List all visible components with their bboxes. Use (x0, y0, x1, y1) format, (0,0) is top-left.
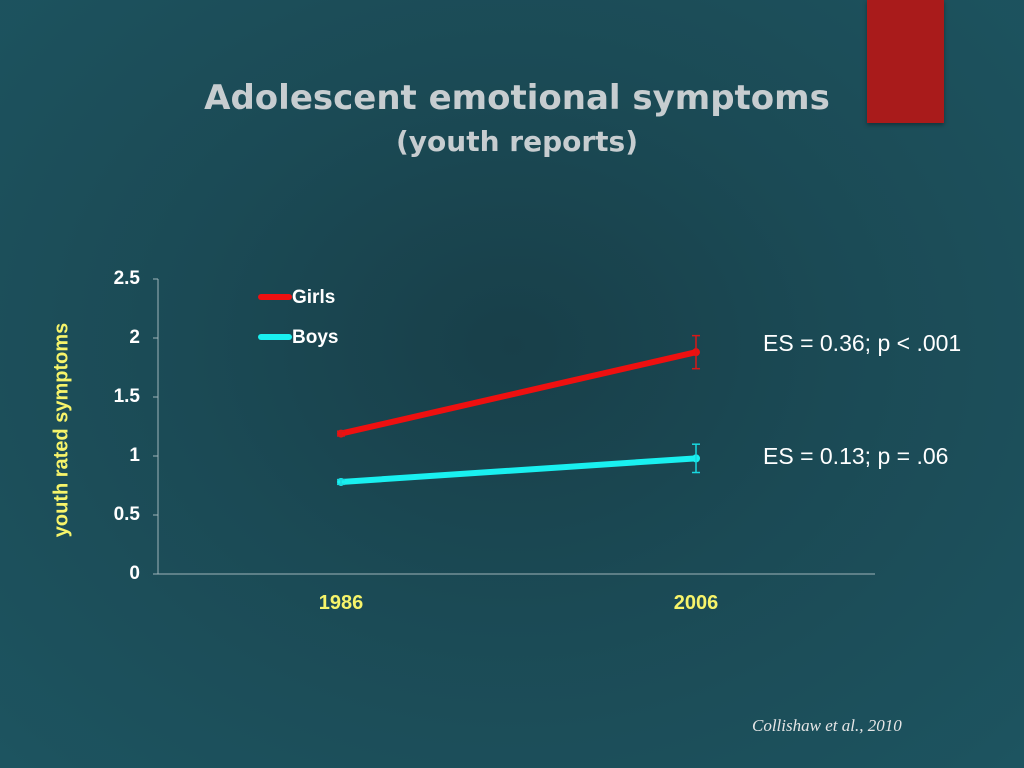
series-line-boys (338, 455, 699, 485)
y-tick-label: 0 (129, 563, 140, 584)
citation: Collishaw et al., 2010 (752, 716, 902, 735)
legend-label-boys: Boys (292, 327, 339, 348)
slide-subtitle: (youth reports) (395, 125, 639, 158)
x-tick-label: 2006 (673, 592, 719, 614)
series-line-girls (338, 349, 699, 437)
slide-title: Adolescent emotional symptoms (204, 78, 830, 118)
legend-label-girls: Girls (292, 287, 336, 308)
y-tick-label: 2 (129, 327, 140, 348)
y-tick-label: 0.5 (113, 504, 140, 525)
y-tick-label: 2.5 (113, 268, 140, 289)
y-tick-label: 1 (129, 445, 140, 466)
accent-block (867, 0, 944, 123)
x-tick-label: 1986 (318, 592, 364, 614)
y-tick-label: 1.5 (113, 386, 140, 407)
annotation-boys: ES = 0.13; p = .06 (763, 443, 949, 469)
annotation-girls: ES = 0.36; p < .001 (763, 330, 962, 356)
